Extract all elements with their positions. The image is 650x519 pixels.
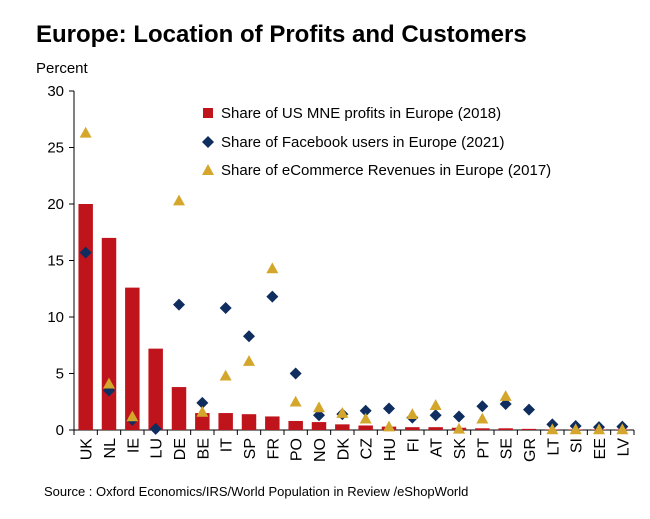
point-facebook-share [289, 367, 302, 380]
legend-label: Share of US MNE profits in Europe (2018) [221, 105, 501, 122]
x-category-label: DE [172, 438, 189, 460]
point-facebook-share [429, 409, 442, 422]
bar-profit-share [498, 428, 513, 430]
x-category-label: GR [522, 438, 539, 462]
chart-title: Europe: Location of Profits and Customer… [36, 21, 527, 48]
point-facebook-share [383, 402, 395, 415]
x-category-label: IT [219, 438, 236, 452]
x-category-label: SE [499, 438, 516, 459]
y-axis-unit-label: Percent [36, 60, 88, 77]
point-ecommerce-share [336, 407, 349, 418]
point-facebook-share [499, 398, 512, 411]
bar-profit-share [311, 422, 327, 430]
point-ecommerce-share [453, 422, 465, 434]
x-category-label: SI [569, 438, 586, 453]
bar-profit-share [125, 287, 140, 430]
bar-profit-share [428, 427, 443, 430]
point-ecommerce-share [569, 423, 582, 435]
point-facebook-share [79, 246, 92, 259]
point-facebook-share [359, 404, 372, 417]
point-ecommerce-share [126, 410, 139, 422]
point-ecommerce-share [266, 262, 279, 274]
y-tick-label: 0 [56, 422, 64, 439]
point-ecommerce-share [499, 390, 512, 401]
y-tick-label: 5 [56, 366, 64, 383]
point-facebook-share [523, 403, 535, 416]
point-facebook-share [476, 400, 489, 413]
y-tick-label: 15 [47, 253, 64, 270]
x-category-label: PT [475, 438, 492, 459]
x-category-label: CZ [359, 438, 376, 460]
x-category-label: FR [265, 438, 282, 459]
y-tick-label: 20 [47, 196, 64, 213]
y-tick-label: 25 [47, 140, 64, 157]
x-category-label: LT [545, 438, 562, 456]
bar-profit-share [101, 237, 117, 430]
point-ecommerce-share [243, 355, 255, 366]
legend-bar-swatch [203, 108, 213, 118]
bar-profit-share [521, 428, 537, 430]
point-facebook-share [453, 410, 465, 423]
x-category-label: AT [429, 438, 446, 457]
bar-profit-share [195, 413, 210, 430]
y-tick-label: 30 [47, 83, 64, 100]
point-ecommerce-share [173, 194, 185, 206]
point-ecommerce-share [196, 405, 209, 417]
bar-profit-share [171, 387, 187, 430]
point-ecommerce-share [289, 395, 302, 407]
bar-profit-share [265, 416, 280, 430]
point-ecommerce-share [593, 423, 605, 435]
x-category-label: SP [242, 438, 259, 459]
point-facebook-share [219, 301, 232, 314]
point-facebook-share [149, 422, 162, 435]
legend-triangle-swatch [202, 164, 214, 175]
x-category-label: SK [452, 438, 469, 460]
x-category-label: NO [312, 438, 329, 462]
point-ecommerce-share [616, 423, 629, 435]
bar-profit-share [148, 348, 163, 430]
x-category-label: LU [149, 438, 166, 458]
point-ecommerce-share [383, 420, 395, 432]
x-category-label: EE [592, 438, 609, 459]
source-note: Source : Oxford Economics/IRS/World Popu… [44, 484, 469, 499]
point-ecommerce-share [429, 399, 442, 410]
bar-profit-share [405, 427, 420, 430]
point-facebook-share [266, 290, 279, 303]
x-category-label: IE [125, 438, 142, 453]
point-facebook-share [243, 330, 255, 343]
bar-profit-share [218, 413, 233, 430]
point-facebook-share [313, 409, 325, 422]
point-ecommerce-share [103, 377, 115, 389]
point-ecommerce-share [406, 408, 419, 419]
bar-profit-share [475, 428, 490, 430]
point-facebook-share [196, 396, 209, 409]
bar-profit-share [358, 425, 373, 430]
bar-profit-share [241, 414, 257, 430]
x-category-label: HU [382, 438, 399, 461]
bar-profit-share [288, 420, 303, 430]
x-category-label: LV [615, 438, 632, 457]
point-facebook-share [173, 298, 185, 311]
x-category-label: DK [335, 438, 352, 461]
x-category-label: FI [405, 438, 422, 452]
point-ecommerce-share [313, 401, 325, 413]
point-ecommerce-share [359, 412, 372, 424]
x-category-label: UK [79, 438, 96, 461]
legend-diamond-swatch [202, 136, 214, 148]
y-tick-label: 10 [47, 309, 64, 326]
x-category-label: NL [102, 438, 119, 459]
legend-label: Share of eCommerce Revenues in Europe (2… [221, 162, 551, 179]
legend-label: Share of Facebook users in Europe (2021) [221, 134, 505, 151]
point-ecommerce-share [476, 412, 489, 424]
x-category-label: PO [289, 438, 306, 461]
point-ecommerce-share [546, 423, 559, 435]
bar-profit-share [78, 204, 93, 430]
point-ecommerce-share [219, 369, 232, 381]
bar-profit-share [335, 424, 350, 430]
x-category-label: BE [195, 438, 212, 459]
point-ecommerce-share [79, 126, 92, 138]
